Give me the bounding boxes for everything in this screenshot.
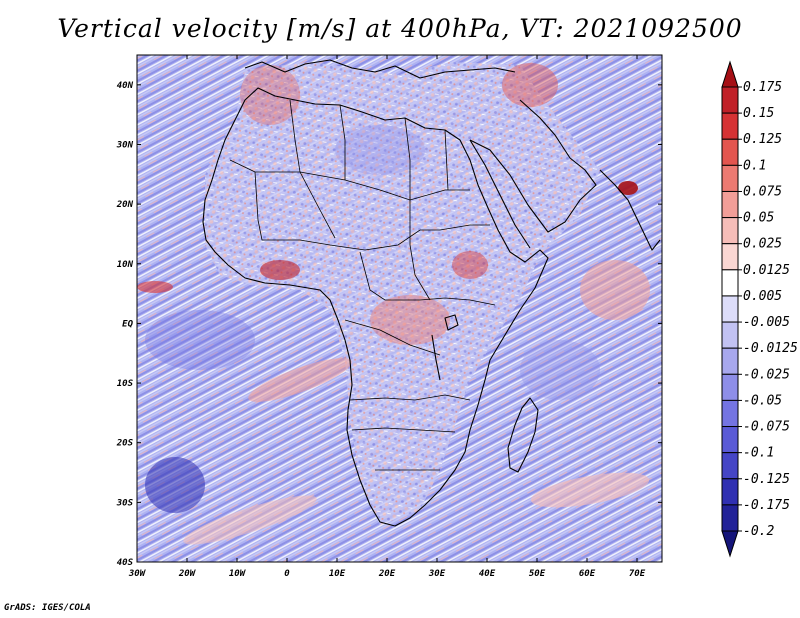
lat-label: 20S	[116, 439, 134, 449]
colorbar-label: 0.125	[743, 132, 782, 147]
colorbar-bin	[721, 112, 739, 140]
colorbar-label: 0.0125	[743, 263, 790, 278]
lon-label: 0	[284, 569, 290, 579]
updraft-patch-morocco	[240, 65, 300, 125]
updraft-patch-india	[618, 181, 638, 195]
colorbar-bin	[721, 269, 739, 297]
lon-label: 50E	[529, 569, 546, 579]
longitude-axis: 30W 20W 10W 0 10E 20E 30E 40E 50E 60E 70E	[128, 55, 646, 579]
borders	[229, 99, 496, 471]
downdraft-patch-east-atlantic	[145, 310, 255, 370]
colorbar-bin	[721, 347, 739, 375]
updraft-patch-congo	[370, 295, 450, 345]
india-coastline	[599, 169, 661, 251]
lat-label: 40N	[117, 81, 134, 91]
lon-label: 40E	[479, 569, 496, 579]
red-sea	[469, 139, 531, 249]
colorbar-label: 0.15	[743, 106, 774, 121]
downdraft-patch-mozambique	[520, 340, 600, 400]
colorbar-bin	[721, 373, 739, 401]
colorbar-label: -0.005	[743, 315, 790, 330]
colorbar-bin	[721, 530, 739, 558]
colorbar-label: 0.05	[743, 211, 774, 226]
downdraft-patch-sahara	[335, 125, 425, 175]
africa-coastline	[202, 87, 549, 527]
lat-label: 20N	[116, 200, 134, 210]
velocity-field-land	[205, 62, 600, 525]
colorbar-bin	[721, 86, 739, 114]
madagascar-coastline	[507, 397, 539, 473]
lat-label: 40S	[117, 558, 134, 568]
latitude-axis: 40N 30N 20N 10N EQ 10S 20S 30S 40S	[116, 81, 662, 568]
updraft-patch-south-atlantic	[248, 358, 352, 402]
downdraft-patch-south-atlantic	[145, 457, 205, 513]
updraft-patch-west-africa	[260, 260, 300, 280]
map-title: Vertical velocity [m/s] at 400hPa, VT: 2…	[57, 14, 743, 43]
colorbar-label: -0.0125	[743, 341, 798, 356]
lat-label: EQ	[122, 319, 133, 329]
colorbar-bin	[721, 399, 739, 428]
colorbar-bin	[721, 138, 739, 166]
grads-credit: GrADS: IGES/COLA	[4, 603, 91, 613]
lat-label: 30N	[116, 140, 134, 150]
colorbar-bin	[721, 60, 739, 88]
updraft-patch-arabian-sea	[580, 260, 650, 320]
colorbar-label: -0.025	[743, 367, 790, 382]
colorbar-bin	[721, 426, 739, 454]
colorbar-label: 0.025	[743, 237, 782, 252]
colorbar-label: 0.175	[743, 80, 782, 95]
lon-label: 60E	[579, 569, 596, 579]
colorbar-bin	[721, 478, 739, 506]
colorbar-bin	[721, 321, 739, 349]
lon-label: 30E	[428, 569, 446, 579]
colorbar-label: -0.05	[743, 393, 782, 408]
plot-frame	[136, 54, 663, 563]
colorbar-label: -0.175	[743, 498, 790, 513]
updraft-patch-atlantic	[137, 281, 173, 293]
colorbar-label: 0.005	[743, 289, 782, 304]
lat-label: 30S	[116, 498, 134, 508]
colorbar-label: -0.2	[743, 524, 774, 539]
lon-label: 20E	[378, 569, 396, 579]
lat-label: 10S	[117, 379, 134, 389]
lon-label: 30W	[128, 569, 147, 579]
colorbar-label: -0.125	[743, 472, 790, 487]
updraft-patch-iran	[502, 63, 558, 107]
updraft-patch-ethiopia	[452, 251, 488, 279]
colorbar-bin	[721, 504, 739, 532]
coastlines	[202, 59, 661, 527]
colorbar-label: 0.075	[743, 184, 782, 199]
lat-label: 10N	[117, 260, 134, 270]
updraft-patch-southwest	[183, 495, 317, 545]
europe-coastline	[244, 59, 516, 79]
colorbar-bin	[721, 452, 739, 480]
lon-label: 70E	[629, 569, 646, 579]
colorbar-bin	[721, 217, 739, 245]
lake-victoria	[444, 314, 459, 331]
colorbar-bin	[721, 243, 739, 271]
colorbar-label: -0.075	[743, 420, 790, 435]
lake-tanganyika	[431, 334, 441, 381]
arabia-coastline	[469, 99, 597, 233]
lon-label: 10W	[229, 569, 247, 579]
colorbar-bin	[721, 295, 739, 323]
lon-label: 20W	[178, 569, 197, 579]
colorbar-bin	[721, 190, 739, 219]
colorbar-label: 0.1	[743, 158, 766, 173]
updraft-patch-south-indian	[530, 472, 650, 508]
lon-label: 10E	[329, 569, 346, 579]
colorbar-label: -0.1	[743, 446, 774, 461]
colorbar-bin	[721, 164, 739, 192]
